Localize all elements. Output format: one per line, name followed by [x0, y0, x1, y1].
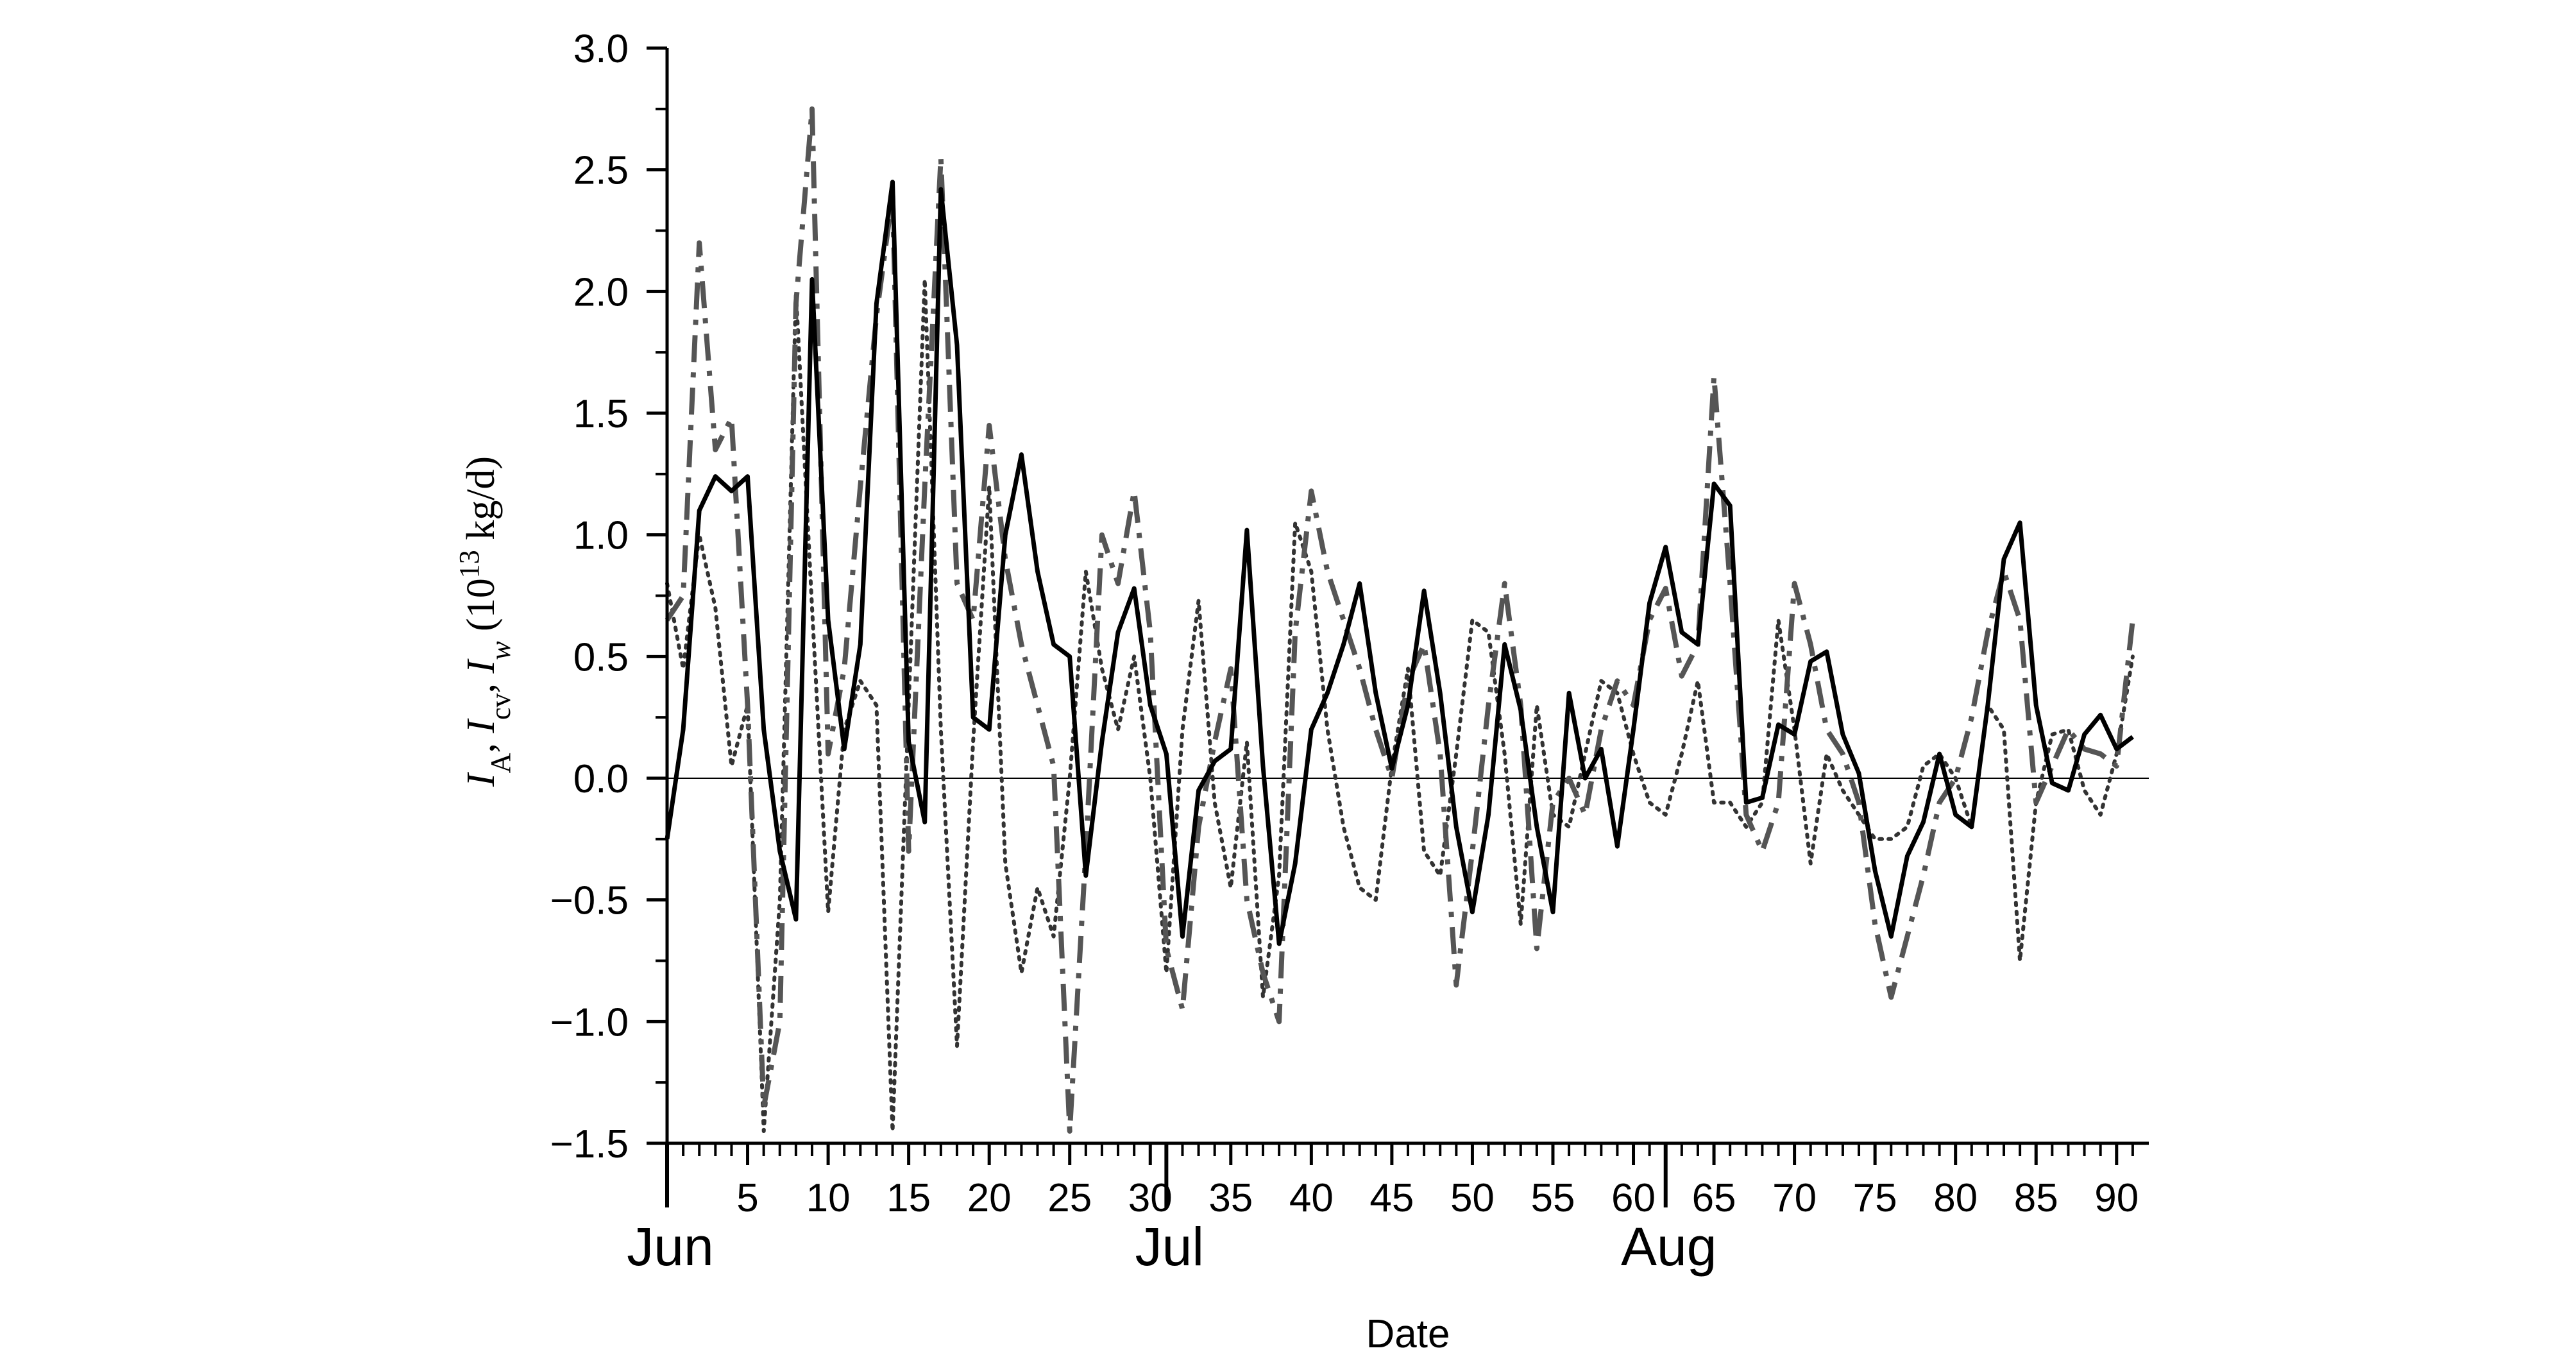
x-tick-label: 70 — [1772, 1176, 1817, 1220]
y-tick-label: −1.0 — [550, 1000, 629, 1044]
y-title-sub-1: A — [485, 753, 516, 773]
series-line-dotted — [665, 277, 2135, 1133]
y-tick-label: 1.5 — [573, 392, 629, 436]
x-axis-title: Date — [1366, 1312, 1450, 1356]
series-line-dashdot — [665, 106, 2135, 1134]
x-tick-label: 25 — [1047, 1176, 1092, 1220]
x-tick-label: 75 — [1853, 1176, 1897, 1220]
x-tick-label: 40 — [1289, 1176, 1334, 1220]
month-label: Aug — [1621, 1216, 1716, 1277]
y-title-unit-open: (10 — [459, 578, 503, 641]
y-title-sep-1: , — [459, 733, 503, 753]
y-title-unit-exp: 13 — [453, 550, 485, 578]
series-line-solid — [665, 180, 2135, 946]
y-tick-label: 2.5 — [573, 149, 629, 193]
y-axis-title: IA, Icv, Iw (1013 kg/d) — [453, 456, 516, 787]
y-tick-label: −0.5 — [550, 879, 629, 923]
x-tick-label: 80 — [1933, 1176, 1978, 1220]
x-tick-label: 55 — [1530, 1176, 1575, 1220]
x-tick-label: 35 — [1208, 1176, 1253, 1220]
y-tick-label: 3.0 — [573, 27, 629, 71]
y-tick-label: 1.0 — [573, 514, 629, 558]
y-title-symbol-1: I — [459, 771, 503, 787]
month-label: Jun — [627, 1216, 713, 1277]
y-tick-label: 0.5 — [573, 635, 629, 679]
y-title-sep-2: , — [459, 673, 503, 693]
label-layer: Date IA, Icv, Iw (1013 kg/d) — [453, 456, 1450, 1356]
x-tick-label: 65 — [1692, 1176, 1736, 1220]
x-tick-label: 5 — [736, 1176, 758, 1220]
x-tick-label: 45 — [1369, 1176, 1414, 1220]
y-title-unit-close: kg/d) — [459, 456, 503, 550]
y-tick-label: −1.5 — [550, 1122, 629, 1166]
x-tick-label: 60 — [1611, 1176, 1656, 1220]
y-title-sub-3: w — [485, 641, 516, 660]
tick-layer: 3.0 2.5 2.0 1.5 1.0 0.5 0.0 −0.5 −1.0 −1.5 5 10 15 20… — [550, 27, 2139, 1277]
x-tick-label: 50 — [1450, 1176, 1495, 1220]
y-title-sub-2: cv — [485, 693, 516, 720]
x-tick-label: 15 — [886, 1176, 931, 1220]
x-tick-label: 90 — [2094, 1176, 2139, 1220]
y-title-symbol-2: I — [459, 718, 503, 734]
x-tick-label: 20 — [967, 1176, 1012, 1220]
x-tick-label: 85 — [2014, 1176, 2058, 1220]
y-title-symbol-3: I — [459, 658, 503, 674]
y-tick-label: 2.0 — [573, 270, 629, 314]
month-label: Jul — [1135, 1216, 1204, 1277]
x-tick-label: 10 — [806, 1176, 851, 1220]
y-tick-label: 0.0 — [573, 757, 629, 801]
series-layer — [665, 106, 2135, 1134]
